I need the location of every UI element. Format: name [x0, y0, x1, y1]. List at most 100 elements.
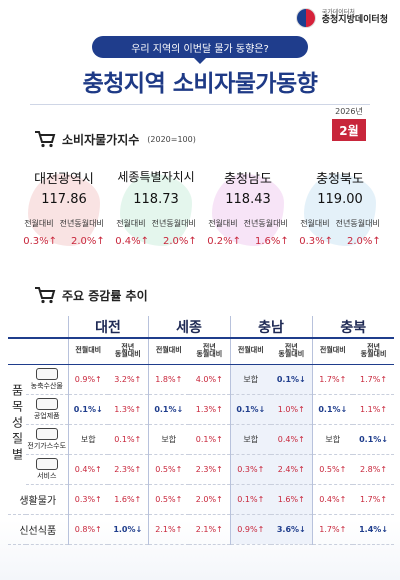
value-cell: 보합 — [67, 424, 108, 455]
label-yoy: 전년동월대비 — [151, 219, 196, 228]
value-cell: 0.4%↑ — [271, 424, 313, 455]
sub-header-mom: 전월대비 — [229, 338, 272, 365]
region-card-chungbuk: 충청북도 119.00 전월대비 전년동월대비 0.3%↑ 2.0%↑ — [294, 160, 386, 260]
region-card-chungnam: 충청남도 118.43 전월대비 전년동월대비 0.2%↑ 1.6%↑ — [202, 160, 294, 260]
value-cell: 0.3%↑ — [67, 484, 108, 515]
rate-value: 1.7%↑ — [360, 494, 388, 504]
label-mom: 전월대비 — [300, 219, 330, 228]
value-cell: 0.1%↓ — [353, 424, 395, 455]
cpi-section-heading: 소비자물가지수 (2020=100) — [34, 130, 196, 148]
value-cell: 0.1%↓ — [229, 394, 272, 425]
value-cell: 1.8%↑ — [147, 364, 190, 395]
table-row: 품목성질별 농축수산물 0.9%↑ 3.2%↑ 1.8%↑ 4.0%↑ 보합 0.1%↓ 1.7… — [8, 364, 395, 464]
value-cell: 보합 — [311, 424, 354, 455]
date-badge: 2026년 2월 — [332, 106, 366, 141]
rate-value: 1.3%↑ — [114, 404, 142, 414]
region-index-value: 118.73 — [133, 192, 179, 207]
rate-value: 0.5%↑ — [155, 464, 183, 474]
region-name: 충청남도 — [224, 172, 272, 187]
value-cell: 0.3%↑ — [229, 454, 272, 485]
rate-value: 2.0%↑ — [195, 494, 223, 504]
rate-value: 보합 — [325, 434, 341, 444]
value-cell: 0.1%↑ — [189, 424, 231, 455]
region-name: 세종특별자치시 — [117, 170, 195, 184]
value-cell: 0.5%↑ — [147, 484, 190, 515]
region-map-shape — [304, 174, 376, 246]
rate-value: 3.2%↑ — [114, 374, 142, 384]
rate-value: 3.6%↓ — [276, 524, 306, 534]
trend-table: 대전 세종 충남 충북 전월대비 전년 동월대비 전월대비 전년 동월대비 전월… — [8, 316, 395, 545]
region-header-chungnam: 충남 — [229, 316, 313, 339]
change-mom: 0.4%↑ — [115, 236, 149, 247]
rate-value: 0.1%↓ — [73, 404, 103, 414]
value-cell: 1.0%↓ — [108, 514, 149, 545]
rate-value: 1.1%↑ — [360, 404, 388, 414]
rate-value: 0.9%↑ — [74, 374, 102, 384]
value-cell: 2.4%↑ — [271, 454, 313, 485]
value-cell: 1.0%↑ — [271, 394, 313, 425]
service-icon — [35, 457, 58, 470]
rate-value: 0.1%↑ — [195, 434, 223, 444]
table-row: 신선식품 0.8%↑ 1.0%↓ 2.1%↑ 2.1%↑ 0.9%↑ 3.6%↓ 1.7%↑ 1… — [8, 514, 395, 545]
rate-value: 보합 — [243, 374, 259, 384]
rate-value: 2.3%↑ — [195, 464, 223, 474]
rate-value: 1.0%↑ — [277, 404, 305, 414]
rate-value: 0.1%↓ — [359, 434, 388, 444]
group-label: 품목성질별 — [10, 384, 24, 465]
row-label-cell: 전기가스수도 — [26, 424, 68, 455]
row-label-cell: 농축수산물 — [26, 364, 68, 395]
change-mom: 0.3%↑ — [23, 236, 57, 247]
region-map-shape — [28, 174, 100, 246]
label-yoy: 전년동월대비 — [335, 219, 380, 228]
region-index-value: 117.86 — [41, 192, 87, 207]
label-mom: 전월대비 — [116, 219, 146, 228]
table-row: 생활물가 0.3%↑ 1.6%↑ 0.5%↑ 2.0%↑ 0.1%↑ 1.6%↑ 0.4%↑ 1… — [8, 484, 395, 515]
label-yoy: 전년동월대비 — [243, 219, 288, 228]
value-cell: 1.1%↑ — [353, 394, 395, 425]
region-index-value: 118.43 — [225, 192, 271, 207]
rate-value: 1.3%↑ — [195, 404, 223, 414]
rate-value: 0.3%↑ — [237, 464, 265, 474]
rate-value: 0.1%↑ — [114, 434, 142, 444]
value-cell: 0.9%↑ — [67, 364, 108, 395]
value-cell: 0.8%↑ — [67, 514, 108, 545]
rate-value: 0.5%↑ — [319, 464, 347, 474]
value-cell: 1.7%↑ — [353, 364, 395, 395]
table-row: 서비스 0.4%↑ 2.3%↑ 0.5%↑ 2.3%↑ 0.3%↑ 2.4%↑ 0.5%↑ 2.… — [8, 454, 395, 485]
value-cell: 0.5%↑ — [147, 454, 190, 485]
value-cell: 1.3%↑ — [108, 394, 149, 425]
rate-value: 4.0%↑ — [195, 374, 223, 384]
value-cell: 1.4%↓ — [353, 514, 395, 545]
rate-value: 보합 — [80, 434, 96, 444]
value-cell: 보합 — [229, 424, 272, 455]
value-cell: 0.1%↑ — [229, 484, 272, 515]
label-mom: 전월대비 — [24, 219, 54, 228]
change-yoy: 2.0%↑ — [347, 236, 381, 247]
sub-header-yoy: 전년 동월대비 — [271, 338, 313, 365]
row-label: 신선식품 — [8, 514, 68, 545]
sub-header-mom: 전월대비 — [311, 338, 354, 365]
row-label: 전기가스수도 — [27, 441, 67, 450]
rate-value: 0.1%↓ — [236, 404, 266, 414]
region-map-shape — [212, 174, 284, 246]
region-name: 대전광역시 — [34, 172, 94, 187]
region-header-chungbuk: 충북 — [311, 316, 395, 339]
org-parent-name: 국가데이터처 — [321, 8, 355, 16]
banner: 우리 지역의 이번달 물가 동향은? — [92, 36, 308, 64]
rate-value: 0.1%↑ — [237, 494, 265, 504]
rate-value: 0.1%↓ — [154, 404, 184, 414]
rate-value: 1.4%↓ — [359, 524, 388, 534]
value-cell: 2.3%↑ — [108, 454, 149, 485]
value-cell: 0.9%↑ — [229, 514, 272, 545]
change-yoy: 1.6%↑ — [255, 236, 289, 247]
label-yoy: 전년동월대비 — [59, 219, 104, 228]
table-row: 공업제품 0.1%↓ 1.3%↑ 0.1%↓ 1.3%↑ 0.1%↓ 1.0%↑ 0.1%↓ 1… — [8, 394, 395, 425]
change-mom: 0.3%↑ — [299, 236, 333, 247]
rate-value: 보합 — [243, 434, 259, 444]
sub-header-yoy: 전년 동월대비 — [189, 338, 231, 365]
rate-value: 1.7%↑ — [360, 374, 388, 384]
row-label-cell: 서비스 — [26, 454, 68, 485]
rate-value: 1.6%↑ — [277, 494, 305, 504]
value-cell: 2.3%↑ — [189, 454, 231, 485]
